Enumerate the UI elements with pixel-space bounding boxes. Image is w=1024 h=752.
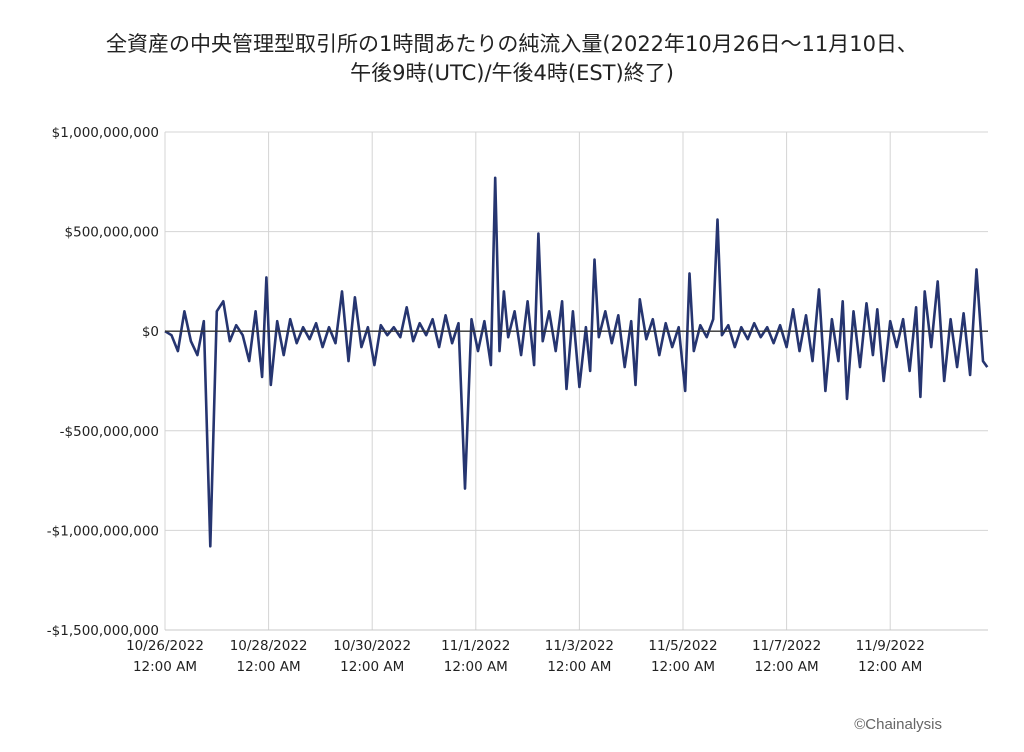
- x-tick-label-time: 12:00 AM: [755, 659, 819, 675]
- chart-title: 全資産の中央管理型取引所の1時間あたりの純流入量(2022年10月26日〜11月…: [0, 30, 1024, 88]
- y-tick-label: $0: [142, 324, 159, 340]
- x-tick-label-date: 11/1/2022: [441, 638, 510, 654]
- x-axis-labels: 10/26/2022 12:00 AM 10/28/2022 12:00 AM 10/3…: [126, 638, 925, 675]
- chart-title-line-1: 全資産の中央管理型取引所の1時間あたりの純流入量(2022年10月26日〜11月…: [106, 32, 918, 56]
- x-tick-label-date: 11/5/2022: [648, 638, 717, 654]
- x-tick-label-date: 10/28/2022: [230, 638, 308, 654]
- y-tick-label: -$500,000,000: [60, 424, 159, 440]
- chart-title-line-2: 午後9時(UTC)/午後4時(EST)終了): [350, 61, 674, 85]
- y-tick-label: -$1,500,000,000: [47, 623, 159, 639]
- x-tick-label-time: 12:00 AM: [340, 659, 404, 675]
- series-layer: [164, 176, 989, 548]
- y-gridlines: [164, 131, 988, 631]
- x-tick-label-time: 12:00 AM: [547, 659, 611, 675]
- x-gridlines: [164, 132, 891, 630]
- x-tick-label-time: 12:00 AM: [133, 659, 197, 675]
- x-tick-label-date: 11/9/2022: [856, 638, 925, 654]
- x-tick-label-date: 11/7/2022: [752, 638, 821, 654]
- x-tick-label-time: 12:00 AM: [237, 659, 301, 675]
- x-tick-label-date: 10/30/2022: [333, 638, 411, 654]
- x-tick-label-date: 11/3/2022: [545, 638, 614, 654]
- net-flow-series-line: [164, 176, 989, 548]
- y-axis-labels: $1,000,000,000 $500,000,000 $0 -$500,000,00…: [47, 125, 159, 639]
- x-tick-label-time: 12:00 AM: [651, 659, 715, 675]
- x-tick-label-time: 12:00 AM: [858, 659, 922, 675]
- x-tick-label-time: 12:00 AM: [444, 659, 508, 675]
- x-tick-label-date: 10/26/2022: [126, 638, 204, 654]
- copyright-notice: ©Chainalysis: [854, 716, 942, 733]
- y-tick-label: $1,000,000,000: [52, 125, 159, 141]
- y-tick-label: $500,000,000: [65, 225, 159, 241]
- y-tick-label: -$1,000,000,000: [47, 523, 159, 539]
